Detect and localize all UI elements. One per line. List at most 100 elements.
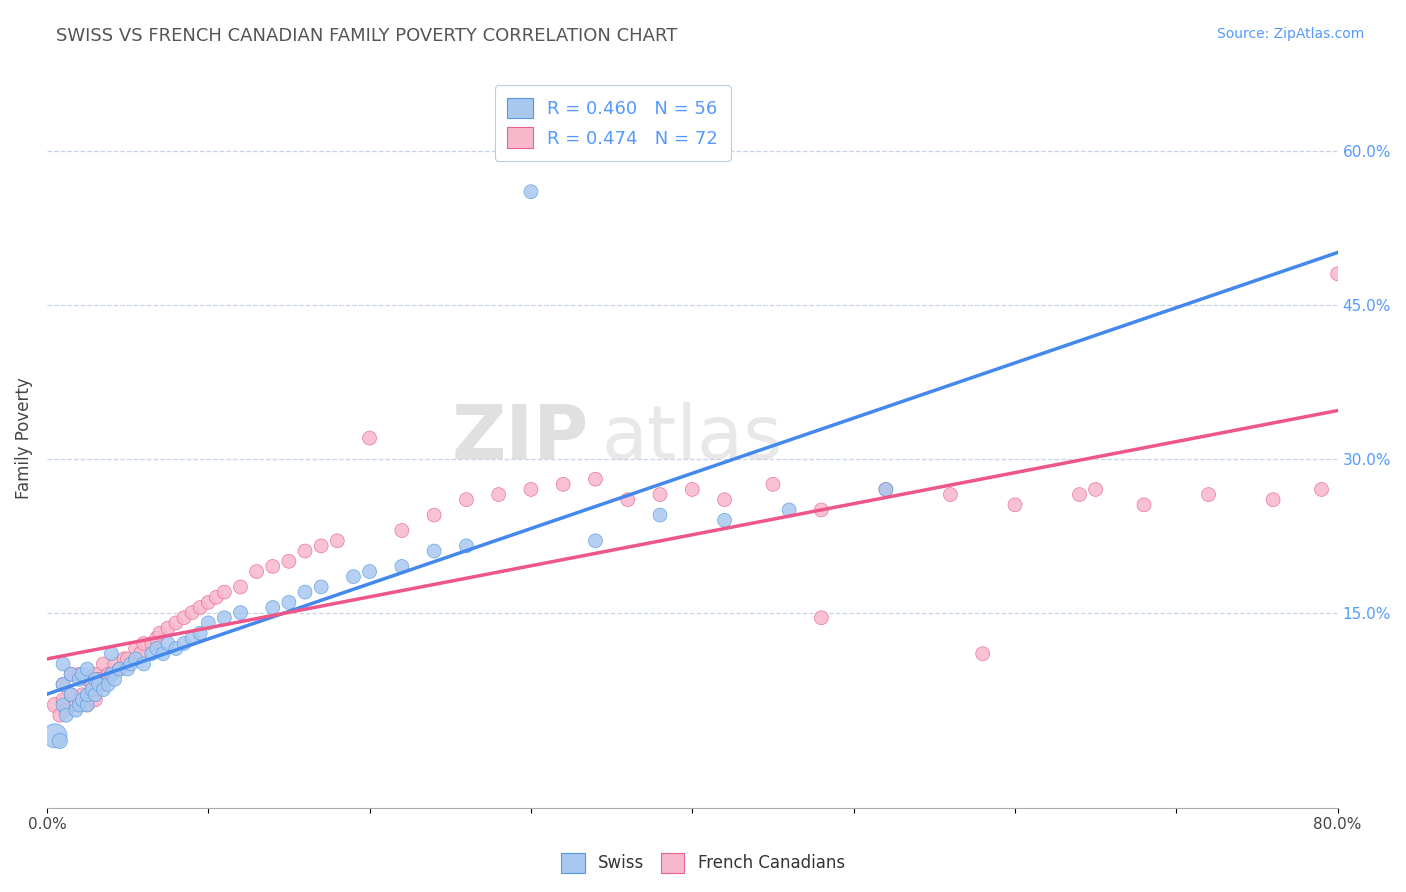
Point	[246, 565, 269, 579]
Point	[181, 606, 204, 620]
Point	[97, 677, 120, 691]
Text: SWISS VS FRENCH CANADIAN FAMILY POVERTY CORRELATION CHART: SWISS VS FRENCH CANADIAN FAMILY POVERTY …	[56, 27, 678, 45]
Point	[120, 657, 142, 671]
Point	[1069, 487, 1091, 501]
Point	[648, 487, 671, 501]
Point	[156, 636, 179, 650]
Text: atlas: atlas	[602, 401, 783, 475]
Point	[44, 698, 66, 712]
Point	[93, 682, 115, 697]
Point	[49, 734, 72, 748]
Point	[294, 585, 316, 599]
Point	[80, 677, 103, 691]
Point	[108, 662, 131, 676]
Point	[100, 667, 122, 681]
Point	[456, 492, 478, 507]
Point	[52, 693, 75, 707]
Point	[129, 647, 152, 661]
Point	[76, 673, 98, 687]
Point	[262, 559, 284, 574]
Point	[84, 693, 107, 707]
Point	[132, 657, 155, 671]
Point	[108, 662, 131, 676]
Text: Source: ZipAtlas.com: Source: ZipAtlas.com	[1216, 27, 1364, 41]
Point	[359, 565, 381, 579]
Point	[76, 662, 98, 676]
Point	[104, 657, 127, 671]
Point	[87, 673, 110, 687]
Point	[197, 615, 219, 630]
Point	[100, 647, 122, 661]
Point	[423, 508, 446, 522]
Point	[65, 698, 87, 712]
Point	[87, 677, 110, 691]
Point	[93, 677, 115, 691]
Point	[391, 524, 413, 538]
Point	[553, 477, 575, 491]
Text: ZIP: ZIP	[451, 401, 589, 475]
Point	[60, 667, 83, 681]
Point	[60, 667, 83, 681]
Point	[309, 580, 332, 594]
Point	[104, 673, 127, 687]
Point	[93, 657, 115, 671]
Point	[214, 585, 236, 599]
Point	[1261, 492, 1284, 507]
Point	[76, 698, 98, 712]
Point	[972, 647, 994, 661]
Point	[1004, 498, 1026, 512]
Point	[778, 503, 800, 517]
Point	[141, 636, 163, 650]
Point	[76, 698, 98, 712]
Point	[152, 647, 174, 661]
Point	[520, 483, 543, 497]
Point	[342, 570, 364, 584]
Point	[141, 647, 163, 661]
Point	[713, 492, 735, 507]
Point	[72, 693, 94, 707]
Point	[762, 477, 785, 491]
Point	[165, 641, 187, 656]
Point	[875, 483, 897, 497]
Point	[52, 698, 75, 712]
Point	[229, 606, 252, 620]
Point	[1084, 483, 1107, 497]
Point	[156, 621, 179, 635]
Point	[939, 487, 962, 501]
Point	[197, 595, 219, 609]
Point	[294, 544, 316, 558]
Point	[181, 632, 204, 646]
Point	[145, 641, 167, 656]
Point	[648, 508, 671, 522]
Point	[52, 677, 75, 691]
Point	[97, 667, 120, 681]
Point	[277, 595, 299, 609]
Point	[1310, 483, 1333, 497]
Point	[84, 673, 107, 687]
Point	[124, 652, 146, 666]
Point	[60, 688, 83, 702]
Point	[52, 657, 75, 671]
Point	[214, 611, 236, 625]
Point	[173, 611, 195, 625]
Legend: Swiss, French Canadians: Swiss, French Canadians	[554, 847, 852, 880]
Point	[810, 503, 832, 517]
Point	[616, 492, 638, 507]
Point	[55, 703, 77, 717]
Point	[585, 472, 607, 486]
Point	[188, 626, 211, 640]
Point	[84, 688, 107, 702]
Point	[391, 559, 413, 574]
Point	[585, 533, 607, 548]
Point	[44, 729, 66, 743]
Point	[72, 688, 94, 702]
Point	[67, 667, 90, 681]
Point	[49, 708, 72, 723]
Point	[117, 662, 139, 676]
Point	[67, 673, 90, 687]
Point	[80, 682, 103, 697]
Point	[277, 554, 299, 568]
Y-axis label: Family Poverty: Family Poverty	[15, 377, 32, 499]
Point	[173, 636, 195, 650]
Point	[72, 667, 94, 681]
